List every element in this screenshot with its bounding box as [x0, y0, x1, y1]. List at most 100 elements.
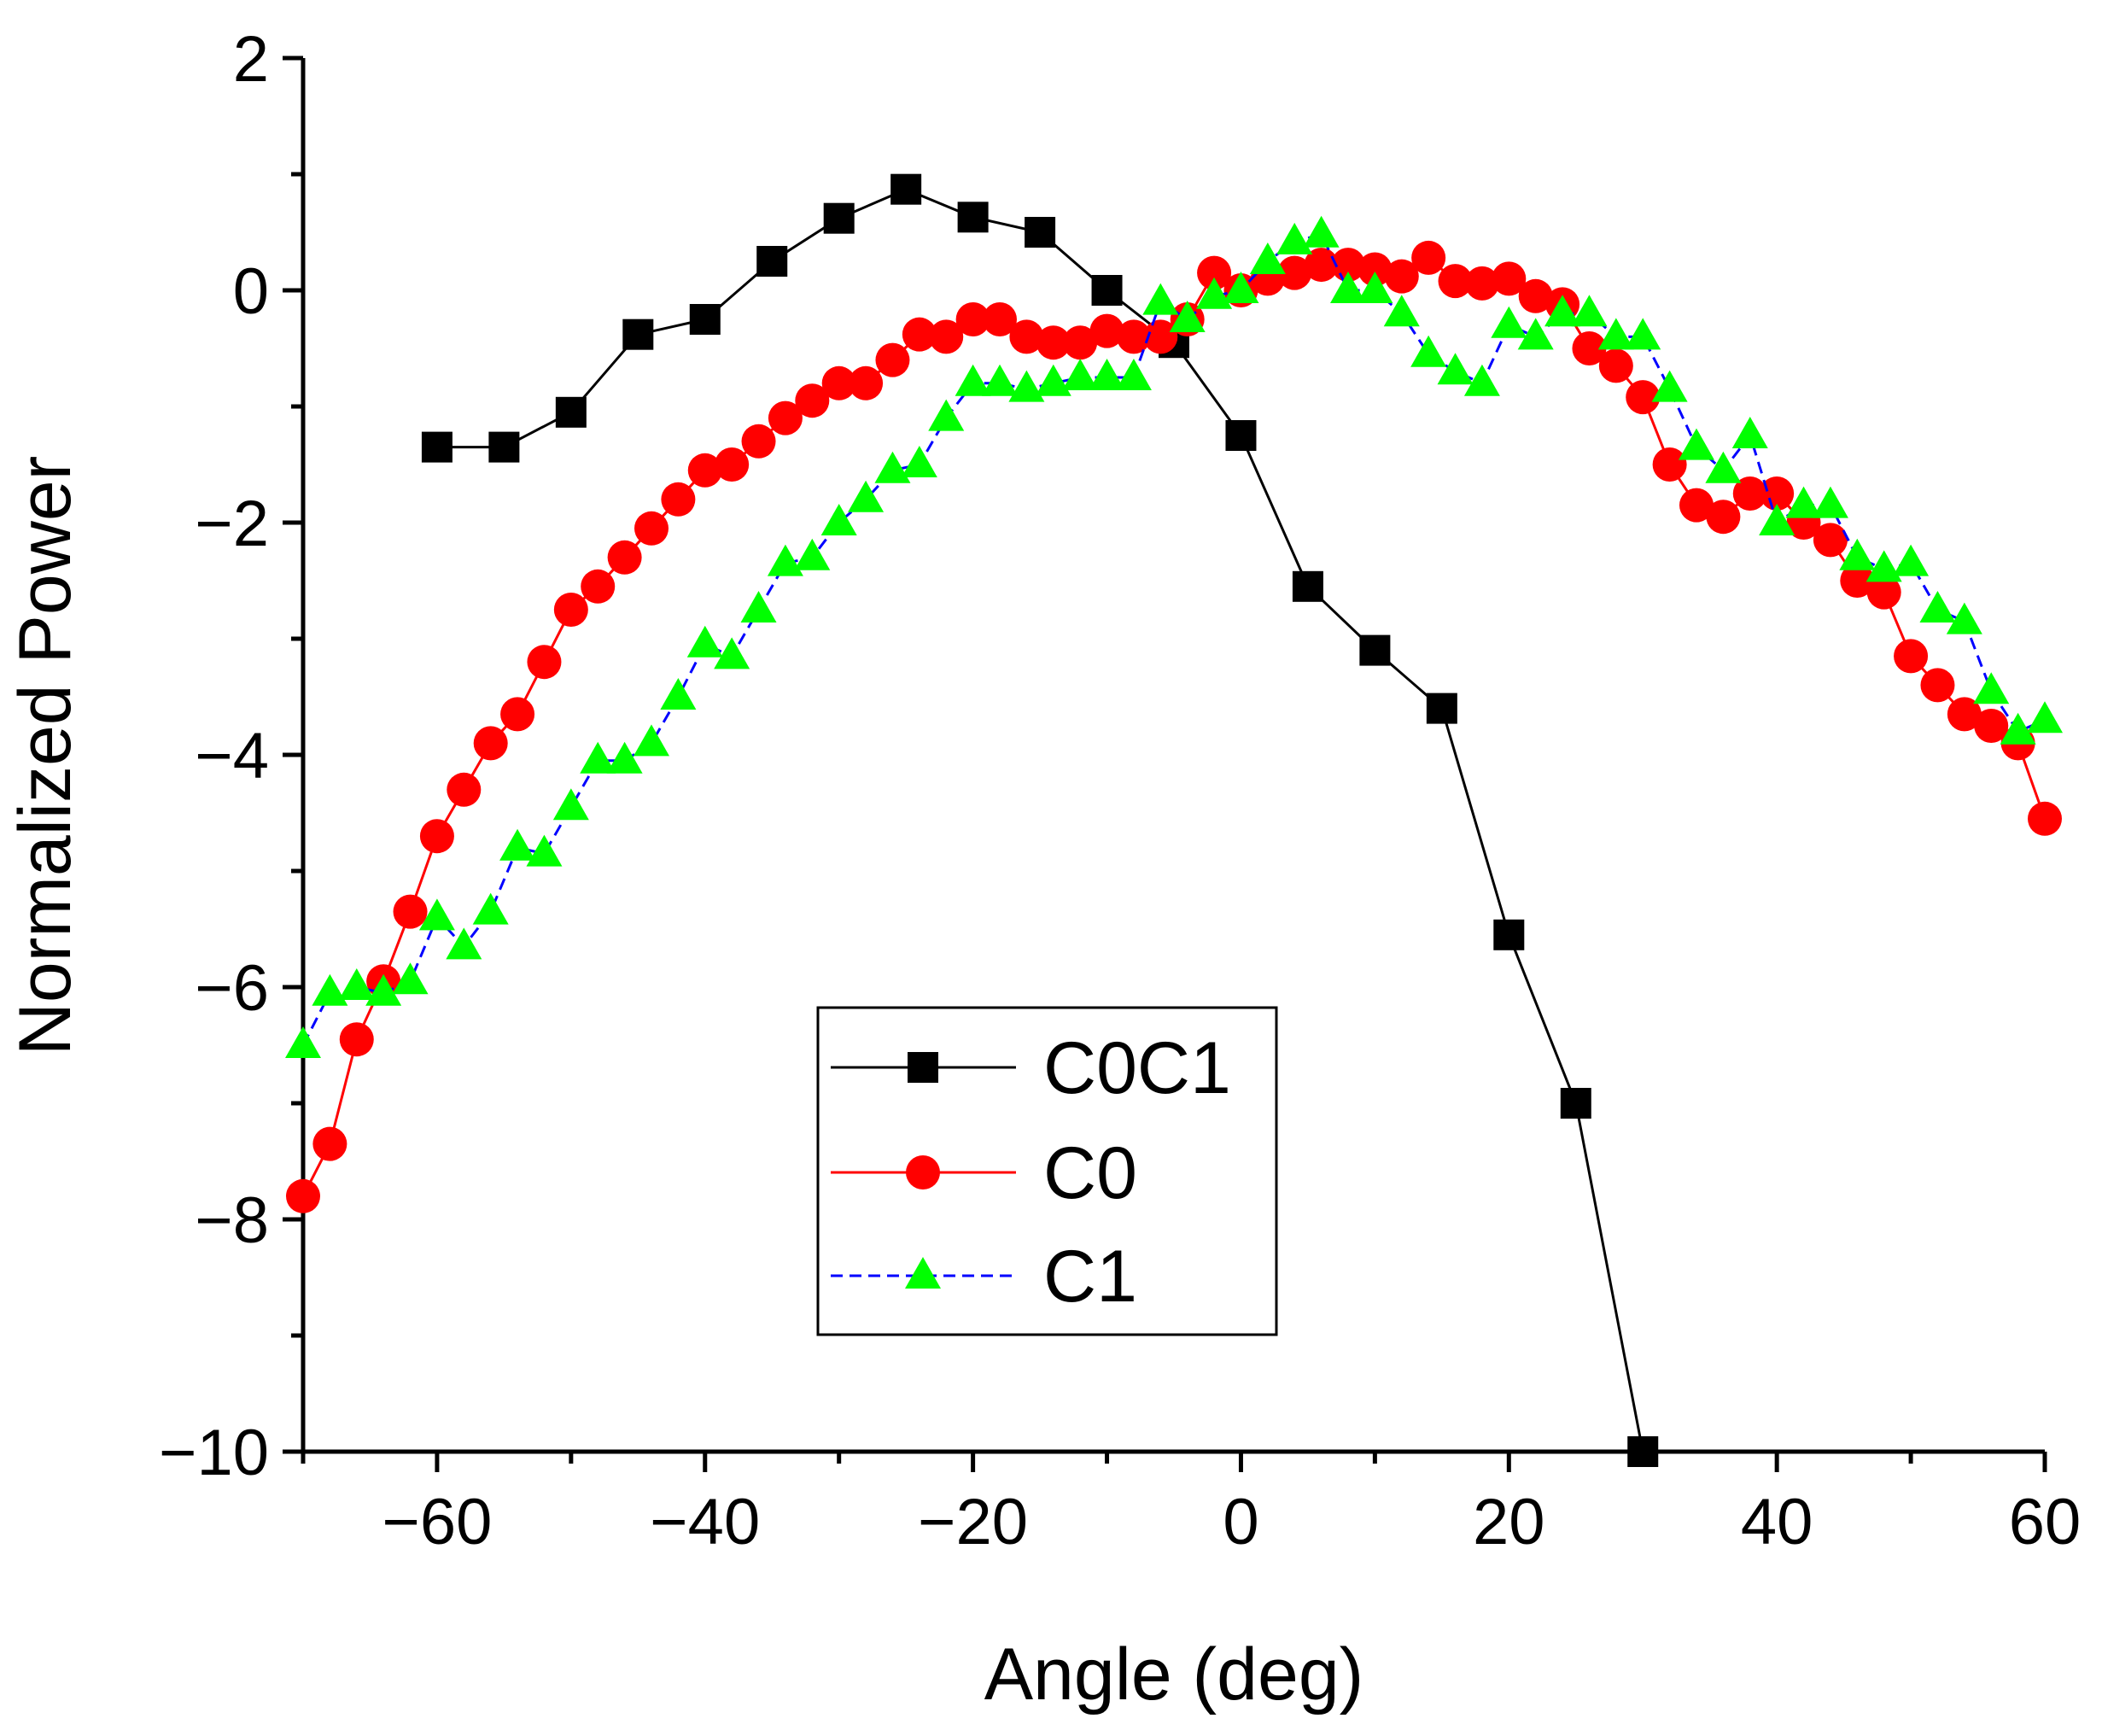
data-point [1276, 222, 1313, 254]
data-point [820, 504, 857, 535]
data-point [1330, 272, 1366, 303]
y-tick-label: −4 [195, 720, 269, 792]
data-point [1464, 266, 1499, 301]
data-point [1426, 693, 1457, 724]
x-axis-title: Angle (deg) [984, 1634, 1364, 1716]
data-point [1866, 575, 1901, 610]
data-point [473, 726, 508, 761]
data-point [1143, 319, 1178, 354]
data-point [1785, 486, 1822, 518]
data-point [1544, 295, 1581, 327]
data-point [795, 383, 830, 418]
data-point [1197, 255, 1232, 290]
legend: C0C1 C0 C1 [816, 1006, 1278, 1336]
series-layer [285, 173, 2063, 1467]
data-point [1292, 570, 1323, 602]
data-point [902, 317, 937, 352]
data-point [1116, 319, 1151, 354]
y-tick-label: 2 [233, 23, 269, 96]
data-point [1025, 217, 1056, 248]
data-point [1410, 335, 1447, 367]
series-c0 [286, 240, 2062, 1213]
data-point [1759, 504, 1795, 535]
data-point [1866, 550, 1902, 582]
data-point [661, 482, 696, 517]
data-point [1411, 240, 1446, 275]
data-point [1840, 564, 1875, 598]
data-point [393, 894, 428, 929]
data-point [1625, 318, 1661, 350]
x-tick-label: −20 [918, 1486, 1028, 1558]
data-point [848, 480, 885, 512]
data-point [419, 819, 454, 854]
data-point [1760, 476, 1795, 511]
data-point [794, 538, 831, 570]
x-tick-label: 40 [1741, 1486, 1813, 1558]
data-point [660, 678, 697, 710]
data-point [928, 399, 965, 431]
data-point [1920, 668, 1955, 703]
data-point [2000, 712, 2036, 745]
x-tick-label: 20 [1473, 1486, 1545, 1558]
data-point [488, 431, 520, 463]
data-point [1732, 476, 1767, 511]
y-tick-label: −6 [195, 952, 269, 1025]
data-point [821, 365, 856, 400]
data-point [1517, 318, 1554, 350]
data-point [1731, 417, 1768, 448]
y-tick-label: −10 [159, 1417, 269, 1489]
data-point [1089, 359, 1125, 390]
data-point [767, 544, 803, 576]
data-point [472, 892, 509, 925]
data-point [1706, 500, 1741, 535]
data-point [499, 828, 536, 861]
data-point [634, 511, 669, 546]
legend-entry-c1: C1 [831, 1236, 1137, 1318]
legend-entry-c0: C0 [831, 1132, 1137, 1214]
data-point [955, 302, 990, 336]
data-point [447, 772, 482, 807]
data-point [634, 724, 669, 757]
data-point [1142, 283, 1179, 315]
data-point [1652, 447, 1687, 482]
data-point [606, 741, 643, 774]
data-point [1679, 428, 1714, 460]
data-point [1560, 1088, 1591, 1119]
data-point [2028, 801, 2062, 836]
data-point [1035, 364, 1071, 396]
data-point [714, 637, 750, 669]
legend-label-c1: C1 [1043, 1236, 1137, 1318]
data-point [823, 202, 855, 234]
data-point [1304, 248, 1339, 283]
data-point [1812, 486, 1848, 518]
data-point [756, 246, 788, 277]
data-point [1598, 348, 1633, 383]
data-point [553, 593, 588, 627]
data-point [1679, 488, 1714, 523]
data-point [1225, 420, 1257, 451]
data-point [874, 451, 911, 483]
data-point [849, 365, 884, 400]
data-point [901, 446, 937, 477]
data-point [1169, 301, 1206, 332]
data-point [421, 431, 453, 463]
legend-marker-triangle [905, 1257, 941, 1289]
y-tick-label: −8 [195, 1184, 269, 1257]
data-point [1493, 919, 1525, 950]
data-point [1627, 1436, 1659, 1467]
data-point [1463, 364, 1500, 396]
data-point [1919, 591, 1956, 623]
data-point [983, 302, 1017, 336]
data-point [1357, 272, 1393, 303]
data-point [1384, 259, 1419, 294]
data-point [418, 898, 455, 931]
data-point [687, 453, 722, 488]
legend-entry-c0c1: C0C1 [831, 1027, 1231, 1109]
data-point [875, 342, 910, 377]
data-point [1894, 639, 1929, 674]
data-point [500, 697, 535, 732]
data-point [1946, 602, 1982, 634]
data-point [527, 645, 562, 680]
